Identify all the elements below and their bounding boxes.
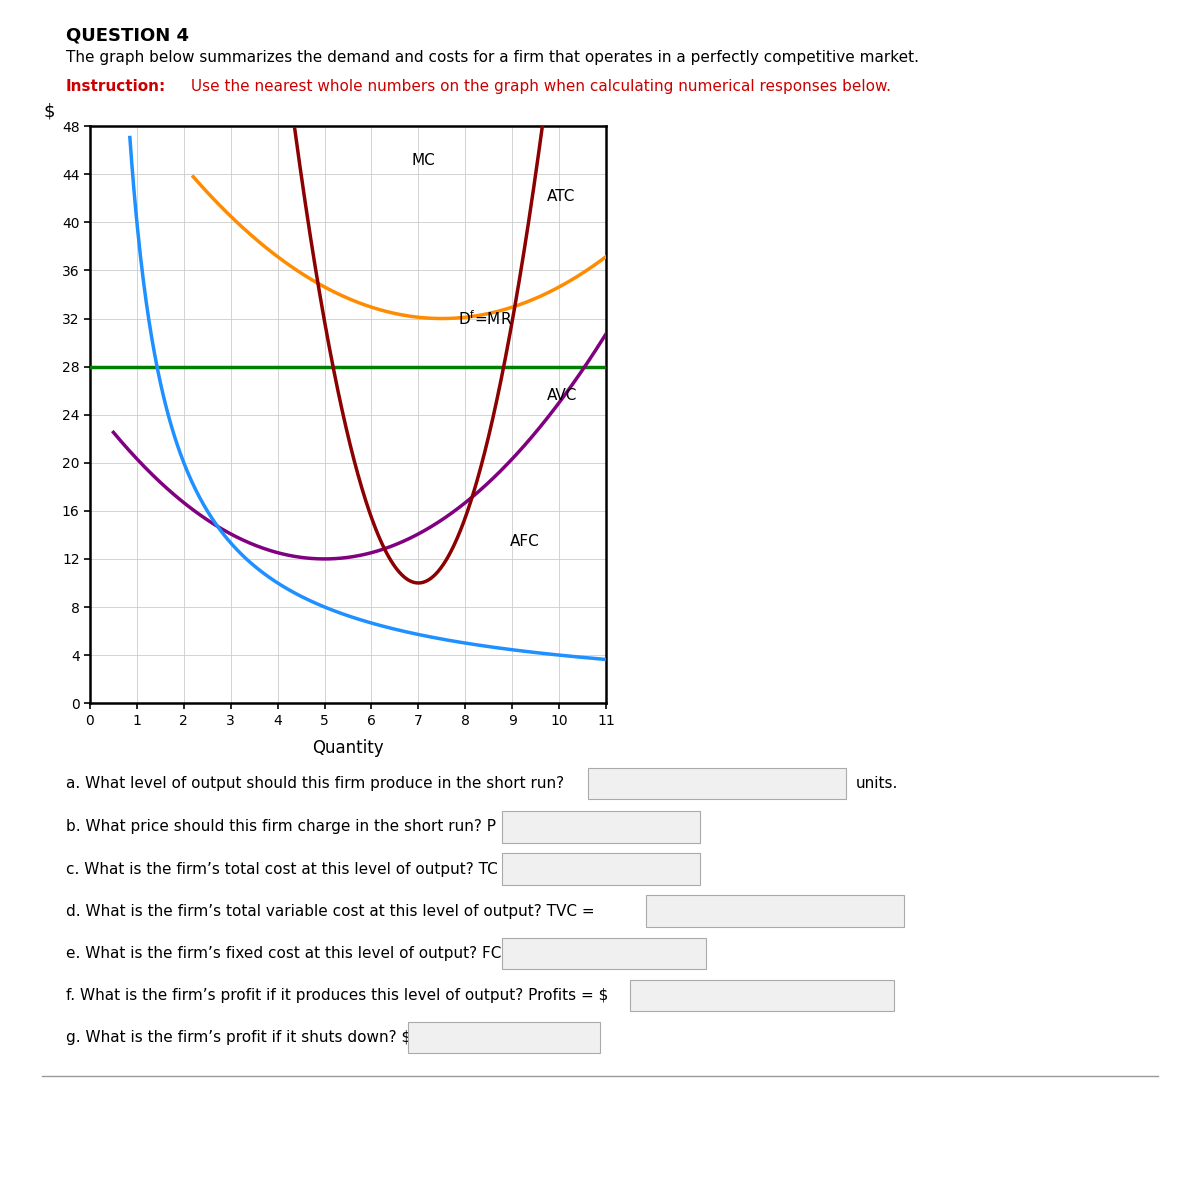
Text: MC: MC — [412, 154, 436, 168]
Text: AVC: AVC — [547, 388, 577, 403]
Text: Instruction:: Instruction: — [66, 79, 167, 94]
Text: D$^\mathregular{f}$=MR: D$^\mathregular{f}$=MR — [458, 309, 512, 328]
Text: c. What is the firm’s total cost at this level of output? TC =: c. What is the firm’s total cost at this… — [66, 862, 515, 876]
Text: e. What is the firm’s fixed cost at this level of output? FC =: e. What is the firm’s fixed cost at this… — [66, 946, 520, 960]
Text: Use the nearest whole numbers on the graph when calculating numerical responses : Use the nearest whole numbers on the gra… — [186, 79, 890, 94]
Text: f. What is the firm’s profit if it produces this level of output? Profits = $: f. What is the firm’s profit if it produ… — [66, 988, 608, 1002]
Text: a. What level of output should this firm produce in the short run?: a. What level of output should this firm… — [66, 776, 564, 791]
Text: ATC: ATC — [547, 190, 576, 204]
Text: d. What is the firm’s total variable cost at this level of output? TVC =: d. What is the firm’s total variable cos… — [66, 904, 595, 918]
Text: The graph below summarizes the demand and costs for a firm that operates in a pe: The graph below summarizes the demand an… — [66, 50, 919, 65]
Text: QUESTION 4: QUESTION 4 — [66, 26, 190, 44]
Text: $: $ — [43, 102, 55, 120]
X-axis label: Quantity: Quantity — [312, 739, 384, 757]
Text: AFC: AFC — [510, 535, 540, 549]
Text: b. What price should this firm charge in the short run? P = $: b. What price should this firm charge in… — [66, 820, 528, 834]
Text: g. What is the firm’s profit if it shuts down? $: g. What is the firm’s profit if it shuts… — [66, 1030, 412, 1045]
Text: units.: units. — [856, 776, 898, 791]
